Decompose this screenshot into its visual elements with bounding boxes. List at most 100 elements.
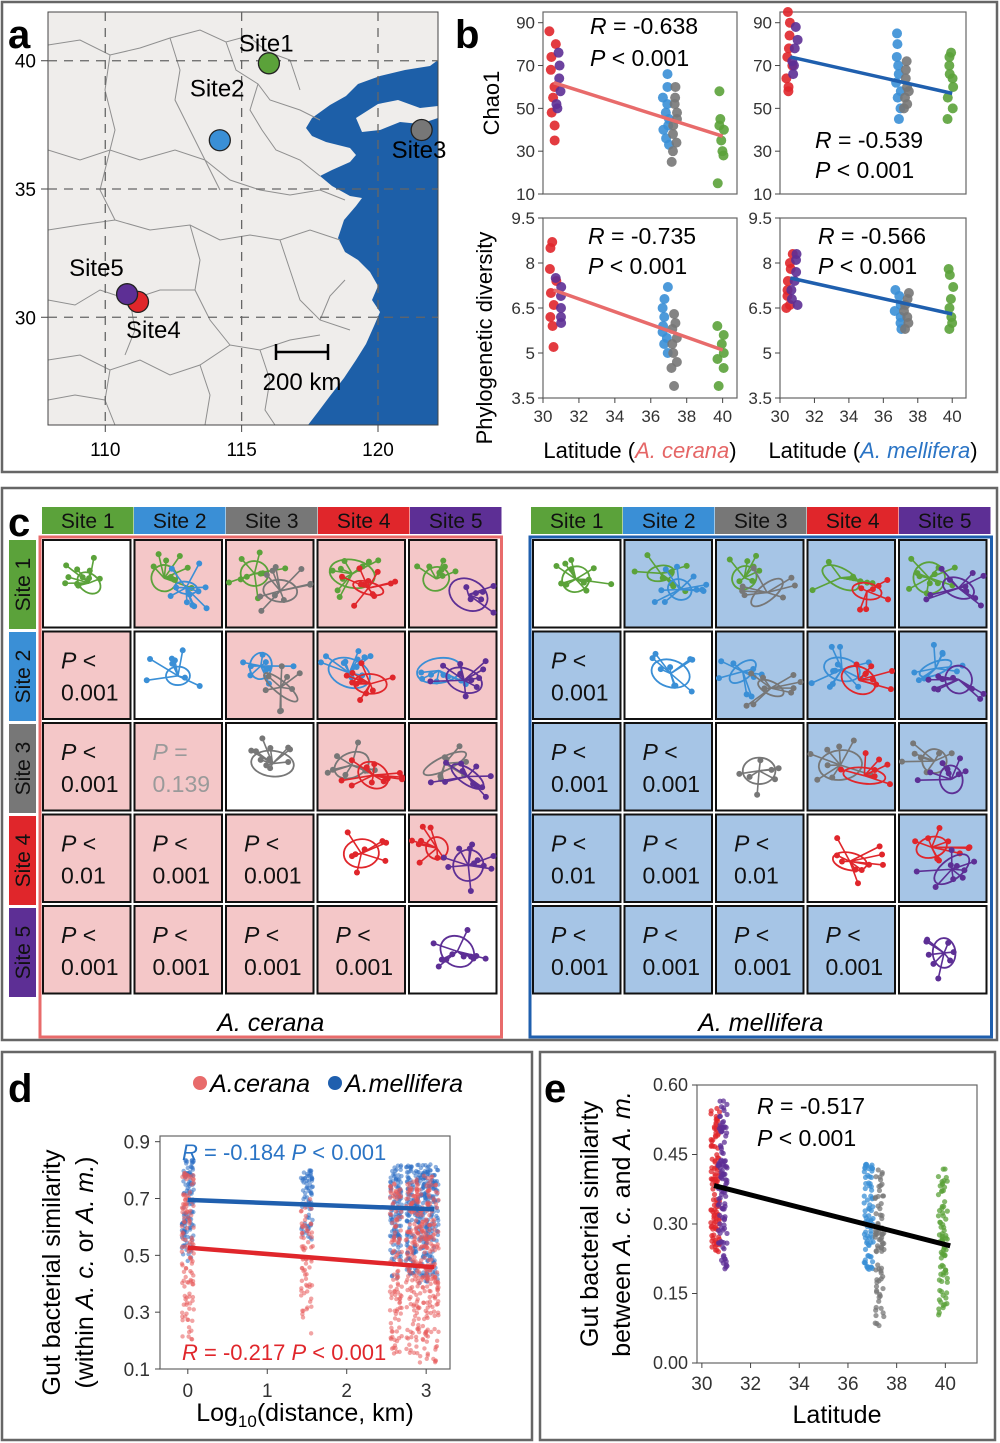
point [869,1168,875,1174]
ordination-spoke [448,864,469,868]
ordination-point [768,766,775,773]
point-site5 [792,300,803,310]
point [421,1300,426,1305]
ordination-spoke [327,764,352,774]
ordination-point [352,851,359,858]
fit-line [713,1183,951,1249]
ordination-point [879,851,886,858]
panel-b: 10 30 50 70 90 Chao1 R = -0.638 P < 0.001 10 30 50… [472,7,978,463]
ordination-point [176,553,183,560]
ordination-point [317,659,324,666]
ordination-point [977,602,984,609]
plot-b-pd-cerana: 3.5 5 6.5 8 9.5 30 32 34 36 38 40 Latitude (A. cera… [472,209,738,463]
ytick-label: 0.00 [653,1353,688,1373]
point [399,1249,405,1255]
point-site2 [893,114,904,125]
ordination-point [938,565,945,572]
ordination-ellipse [728,659,757,684]
point [873,1312,879,1319]
panel-label-c: c [8,501,30,545]
fit-line [553,288,724,352]
ordination-ellipse [342,838,380,869]
ordination-point [749,577,756,584]
ordination-point [74,566,81,573]
ordination-point [644,552,651,559]
ordination-spoke [770,681,801,689]
point [427,1212,432,1218]
ordination-spoke [812,577,841,591]
point [881,1313,887,1320]
ordination-point [202,584,209,591]
ordination-spoke [753,567,768,593]
point [184,1300,190,1305]
ordination-point [86,575,93,582]
point-site1 [944,324,955,334]
point [425,1351,431,1356]
point [936,1297,943,1303]
point-site4 [783,86,794,97]
matrix-cell [806,722,896,812]
ordination-point [746,773,753,780]
ordination-point [927,591,934,598]
stat-p: P < 0.001 [815,157,914,183]
point [398,1223,404,1229]
ordination-point [935,686,942,693]
point [424,1339,430,1344]
ordination-point [457,661,464,668]
point [413,1249,419,1255]
point-site5 [556,318,567,328]
ordination-point [925,676,932,683]
ordination-site5 [913,847,978,890]
ordination-ellipse [450,763,485,790]
ordination-site4 [912,824,973,864]
point [398,1311,403,1316]
matrix-cell [623,630,713,720]
point [396,1245,401,1250]
point [395,1268,401,1274]
point-site1 [718,150,729,161]
site-marker-site2 [208,129,231,152]
ylabel-line2: (within A. c. or A. m.) [71,1157,99,1389]
point [395,1290,401,1295]
point [935,1192,942,1198]
point-site1 [947,73,958,84]
point [433,1189,439,1194]
ordination-point [336,594,343,601]
point [862,1257,868,1263]
point [878,1305,884,1311]
point-site2 [892,39,903,50]
point [724,1101,730,1107]
ordination-spoke [864,774,891,785]
point-site2 [892,28,903,39]
ordination-point [367,653,374,660]
matrix-cell [532,813,622,903]
point [940,1180,946,1186]
ordination-point [914,777,921,784]
row-header-label: Site 3 [12,742,35,796]
point [302,1290,307,1296]
matrix-cell [623,722,713,812]
ordination-ellipse [248,651,273,681]
point [185,1258,190,1264]
point [414,1187,419,1192]
ordination-point [948,750,955,757]
point [394,1329,400,1334]
ordination-point [171,576,178,583]
point [398,1187,403,1192]
ordination-site4 [339,565,399,609]
matrix-cell [532,630,622,720]
map-ytick-label: 30 [15,308,36,329]
point [435,1288,440,1293]
col-header-bg [134,507,226,534]
p-value-label: P < [643,922,678,948]
point [425,1327,430,1332]
ordination-site2 [649,650,696,695]
ordination-spoke [348,650,360,674]
point [941,1184,948,1190]
ordination-point [963,588,970,595]
p-value-label: P < [551,922,586,948]
panel-e: 0.00 0.15 0.30 0.45 0.60 30 32 34 36 38 40 Latitude… [576,1075,978,1429]
point [709,1233,715,1239]
ordination-point [419,823,426,830]
